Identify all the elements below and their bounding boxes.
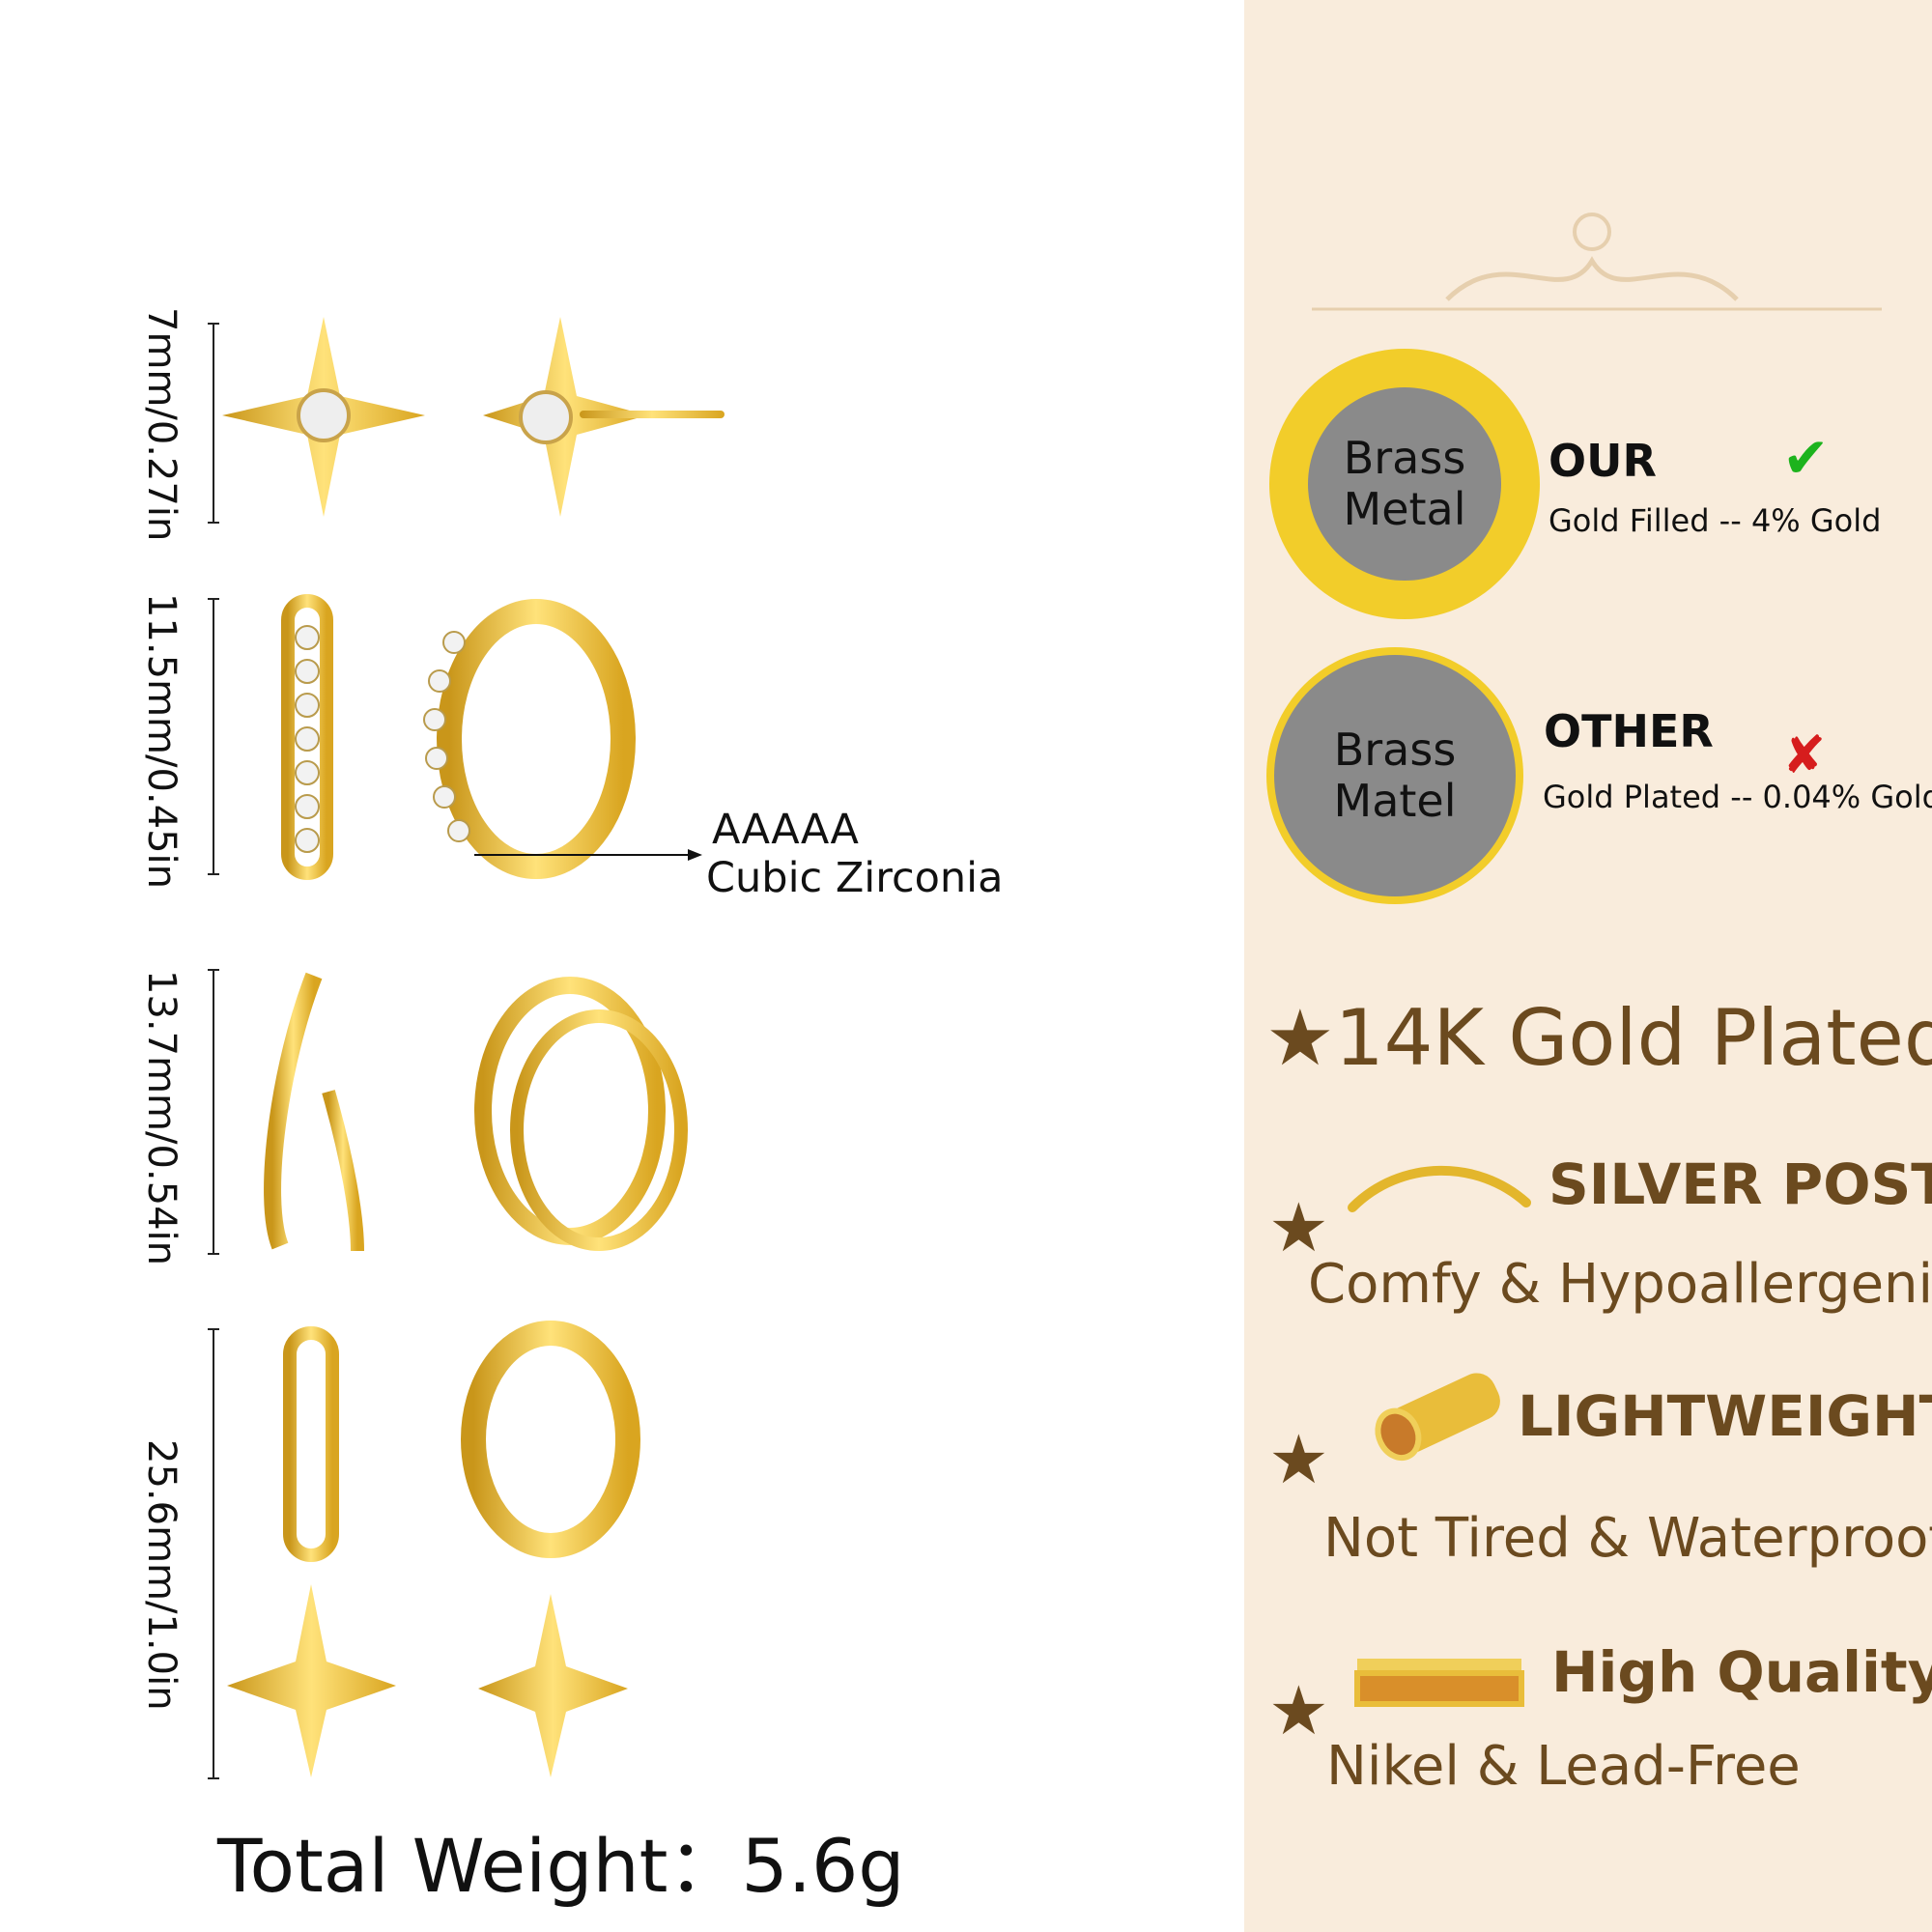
star-icon: ★	[1268, 1188, 1329, 1267]
earrings-illustration	[222, 317, 724, 1777]
star-drop-hoop-earring	[227, 1321, 640, 1777]
feature-subtitle: Comfy & Hypoallergenic	[1308, 1253, 1932, 1316]
feature-panel	[1244, 0, 1932, 1932]
badge-text: Matel	[1333, 775, 1457, 827]
dimension-bracket	[208, 969, 219, 1255]
dimension-bracket	[208, 1328, 219, 1779]
badge-text: Metal	[1343, 483, 1466, 535]
our-material-badge: Brass Metal	[1269, 349, 1540, 619]
other-detail: Gold Plated -- 0.04% Gold	[1543, 779, 1932, 815]
star-stud-earring	[222, 317, 724, 517]
feature-title: LIGHTWEIGHT	[1518, 1383, 1932, 1449]
bar-image	[1354, 1659, 1524, 1707]
feature-subtitle: Nikel & Lead-Free	[1326, 1735, 1801, 1798]
double-hoop-earring	[264, 972, 688, 1252]
other-material-badge: Brass Matel	[1266, 647, 1523, 904]
cz-huggie-earring	[281, 594, 636, 880]
star-icon: ★	[1268, 1420, 1329, 1499]
feature-title: High Quality	[1551, 1639, 1932, 1705]
our-detail: Gold Filled -- 4% Gold	[1548, 502, 1882, 539]
tube-image	[1375, 1373, 1500, 1462]
check-icon: ✔	[1782, 425, 1830, 491]
headline-14k: ★14K Gold Plated	[1265, 993, 1932, 1083]
feature-title: SILVER POST	[1548, 1151, 1932, 1217]
callout-label-material: Cubic Zirconia	[706, 854, 1004, 902]
badge-text: Brass	[1333, 724, 1457, 777]
dimension-bracket	[208, 323, 219, 524]
x-icon: ✘	[1782, 724, 1827, 785]
ornament-divider	[1312, 213, 1882, 311]
silver-post-image	[1348, 1165, 1531, 1212]
our-title: OUR	[1548, 435, 1657, 487]
callout-label-grade: AAAAA	[712, 806, 859, 854]
total-weight: Total Weight：5.6g	[217, 1823, 905, 1909]
other-title: OTHER	[1544, 705, 1714, 757]
badge-text: Brass	[1343, 432, 1466, 485]
feature-subtitle: Not Tired & Waterproof	[1323, 1507, 1932, 1570]
dimension-bracket	[208, 598, 219, 875]
star-icon: ★	[1268, 1671, 1329, 1750]
